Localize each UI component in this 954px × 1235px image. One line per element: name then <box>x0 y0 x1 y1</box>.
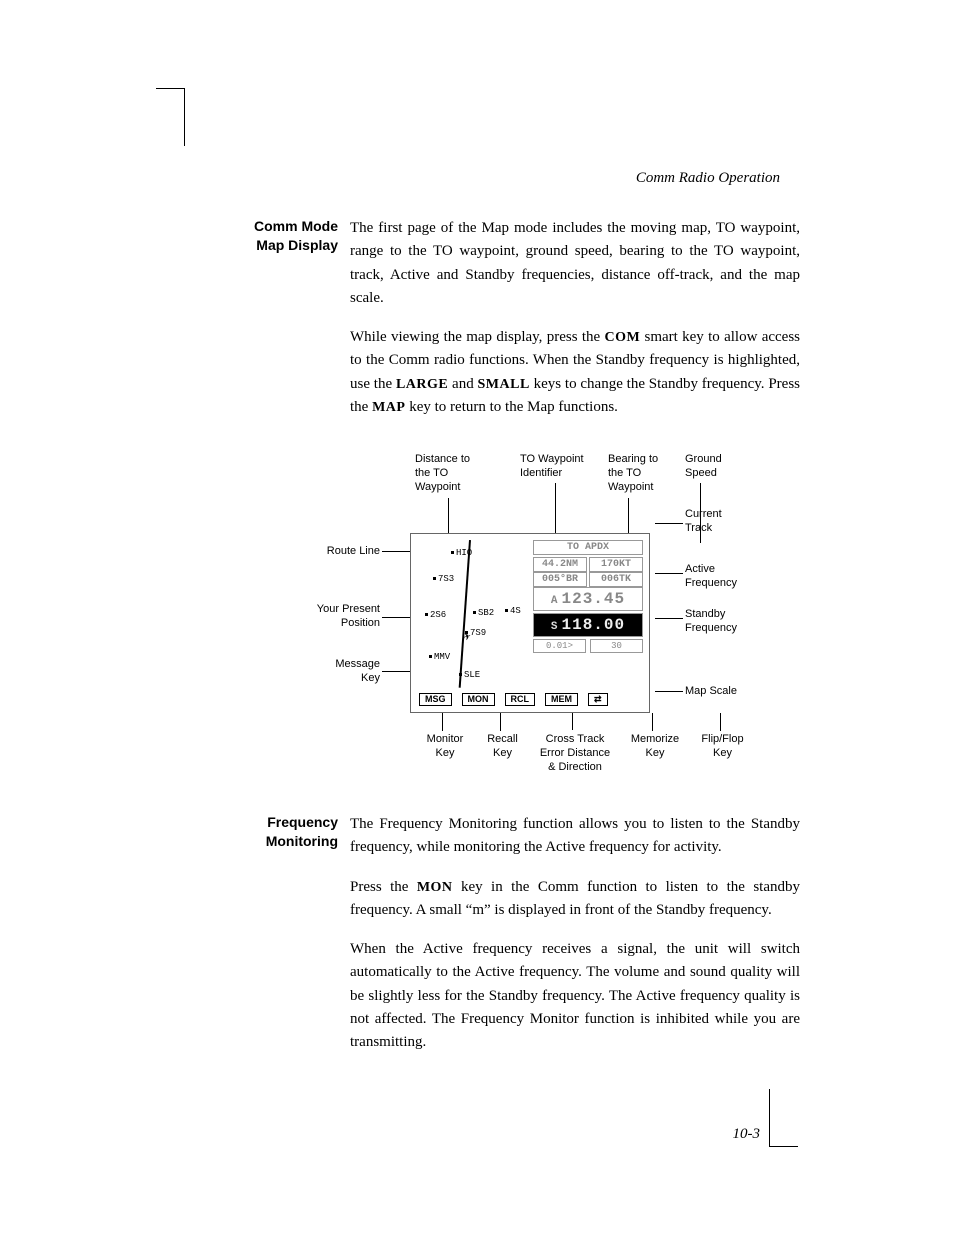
section-frequency-monitoring: Frequency Monitoring The Frequency Monit… <box>220 813 800 1070</box>
callout-current-track: CurrentTrack <box>685 508 745 536</box>
heading-text: Monitoring <box>266 833 338 849</box>
text-run: and <box>448 376 477 392</box>
text-run: While viewing the map display, press the <box>350 329 605 345</box>
paragraph: The first page of the Map mode includes … <box>350 217 800 310</box>
key-ref-small: SMALL <box>478 377 530 392</box>
callout-ground-speed: GroundSpeed <box>685 453 735 481</box>
standby-freq-value: 118.00 <box>562 616 626 634</box>
leader-line <box>555 483 556 538</box>
callout-memorize-key: MemorizeKey <box>625 733 685 761</box>
waypoint-label: 7S9 <box>470 628 486 638</box>
softkey-mon: MON <box>462 693 495 706</box>
section-comm-mode: Comm Mode Map Display The first page of … <box>220 217 800 435</box>
callout-distance-to: Distance tothe TOWaypoint <box>415 453 485 494</box>
callout-recall-key: RecallKey <box>480 733 525 761</box>
waypoint-label: SLE <box>464 670 480 680</box>
side-heading-comm-mode: Comm Mode Map Display <box>220 217 350 435</box>
callout-to-identifier: TO WaypointIdentifier <box>520 453 595 481</box>
seg-xtk: 0.01> <box>533 639 586 653</box>
softkey-rcl: RCL <box>505 693 536 706</box>
leader-line <box>720 713 721 731</box>
seg-distance: 44.2NM <box>533 557 587 572</box>
heading-text: Comm Mode <box>254 218 338 234</box>
seg-scale: 30 <box>590 639 643 653</box>
map-waypoint: SLE <box>459 670 480 680</box>
page-content: Comm Radio Operation Comm Mode Map Displ… <box>220 170 800 1088</box>
map-waypoint: MMV <box>429 652 450 662</box>
active-freq-value: 123.45 <box>562 590 626 608</box>
waypoint-label: 4S <box>510 606 521 616</box>
map-waypoint: 7S3 <box>433 574 454 584</box>
waypoint-label: 2S6 <box>430 610 446 620</box>
waypoint-label: MMV <box>434 652 450 662</box>
seg-bearing: 005°BR <box>533 572 587 587</box>
device-data-panel: TO APDX 44.2NM 170KT 005°BR 006TK A123.4… <box>533 540 643 653</box>
key-ref-com: COM <box>605 330 641 345</box>
paragraph: The Frequency Monitoring function allows… <box>350 813 800 860</box>
softkey-msg: MSG <box>419 693 452 706</box>
device-screen: HIO 7S3 2S6 SB2 4S 7S9 MMV SLE ✈ TO APDX… <box>410 533 650 713</box>
seg-speed: 170KT <box>589 557 643 572</box>
leader-line <box>655 691 683 692</box>
leader-line <box>655 618 683 619</box>
heading-text: Map Display <box>256 237 338 253</box>
map-waypoint: SB2 <box>473 608 494 618</box>
seg-to-waypoint: TO APDX <box>533 540 643 555</box>
map-waypoint: HIO <box>451 548 472 558</box>
callout-map-scale: Map Scale <box>685 685 755 699</box>
key-ref-large: LARGE <box>396 377 448 392</box>
key-ref-mon: MON <box>417 880 453 895</box>
callout-present-position: Your PresentPosition <box>280 603 380 631</box>
device-softkeys: MSG MON RCL MEM ⇄ <box>419 693 608 706</box>
map-waypoint: 4S <box>505 606 521 616</box>
key-ref-map: MAP <box>372 400 405 415</box>
leader-line <box>652 713 653 731</box>
leader-line <box>655 573 683 574</box>
map-waypoint: 2S6 <box>425 610 446 620</box>
leader-line <box>500 713 501 731</box>
page-number: 10-3 <box>733 1126 761 1143</box>
callout-cross-track: Cross TrackError Distance& Direction <box>535 733 615 774</box>
callout-standby-freq: StandbyFrequency <box>685 608 755 636</box>
body-column: The first page of the Map mode includes … <box>350 217 800 435</box>
callout-flipflop-key: Flip/FlopKey <box>695 733 750 761</box>
softkey-flipflop: ⇄ <box>588 693 608 706</box>
paragraph: When the Active frequency receives a sig… <box>350 938 800 1054</box>
body-column: The Frequency Monitoring function allows… <box>350 813 800 1070</box>
side-heading-freq-mon: Frequency Monitoring <box>220 813 350 1070</box>
softkey-mem: MEM <box>545 693 578 706</box>
callout-bearing-to: Bearing tothe TOWaypoint <box>608 453 673 494</box>
leader-line <box>700 483 701 543</box>
waypoint-label: HIO <box>456 548 472 558</box>
callout-route-line: Route Line <box>280 545 380 559</box>
paragraph: While viewing the map display, press the… <box>350 326 800 419</box>
seg-track: 006TK <box>589 572 643 587</box>
map-route-line <box>459 540 471 688</box>
paragraph: Press the MON key in the Comm function t… <box>350 876 800 923</box>
seg-active-freq: A123.45 <box>533 587 643 611</box>
leader-line <box>655 523 683 524</box>
text-run: key to return to the Map functions. <box>405 399 617 415</box>
leader-line <box>442 713 443 731</box>
waypoint-label: SB2 <box>478 608 494 618</box>
running-head: Comm Radio Operation <box>220 170 800 187</box>
text-run: Press the <box>350 879 417 895</box>
seg-standby-freq: S118.00 <box>533 613 643 637</box>
device-map-area: HIO 7S3 2S6 SB2 4S 7S9 MMV SLE ✈ <box>417 540 529 688</box>
callout-active-freq: ActiveFrequency <box>685 563 755 591</box>
heading-text: Frequency <box>267 814 338 830</box>
figure-map-display: Distance tothe TOWaypoint TO WaypointIde… <box>280 453 800 793</box>
callout-message-key: MessageKey <box>280 658 380 686</box>
callout-monitor-key: MonitorKey <box>420 733 470 761</box>
waypoint-label: 7S3 <box>438 574 454 584</box>
